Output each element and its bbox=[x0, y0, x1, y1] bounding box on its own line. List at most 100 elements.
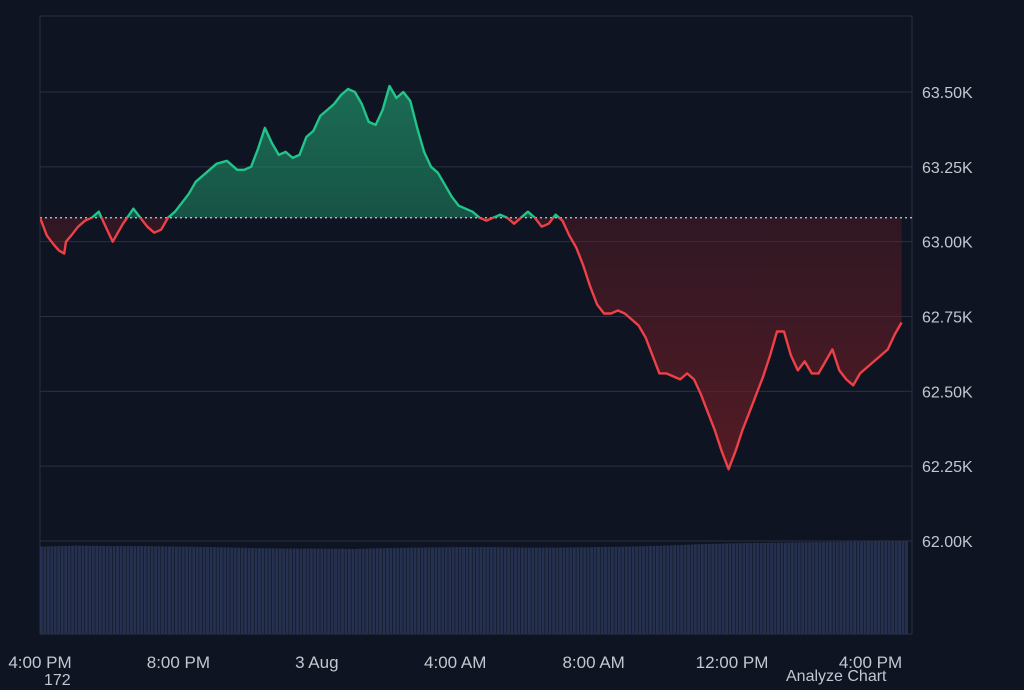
volume-bar bbox=[434, 547, 438, 634]
volume-bar bbox=[71, 545, 75, 634]
volume-bar bbox=[427, 547, 431, 634]
y-tick-label: 62.75K bbox=[922, 310, 973, 327]
volume-bar bbox=[520, 547, 524, 634]
volume-bar bbox=[756, 542, 760, 634]
volume-bar bbox=[316, 548, 320, 634]
volume-bar bbox=[219, 547, 223, 634]
volume-bar bbox=[64, 545, 68, 634]
volume-bar bbox=[351, 548, 355, 634]
volume-bar bbox=[53, 546, 57, 634]
volume-bar bbox=[673, 545, 677, 634]
x-tick-label: 4:00 PM bbox=[839, 653, 902, 672]
volume-bar bbox=[157, 546, 161, 634]
volume-bar bbox=[569, 547, 573, 634]
volume-bar bbox=[527, 547, 531, 634]
volume-bar bbox=[884, 541, 888, 634]
price-line-down bbox=[40, 217, 903, 471]
volume-bar bbox=[341, 548, 344, 634]
volume-bar bbox=[302, 548, 306, 634]
volume-bar bbox=[368, 548, 372, 634]
volume-bar bbox=[486, 547, 490, 634]
volume-bar bbox=[240, 547, 244, 634]
volume-bar bbox=[271, 548, 275, 634]
volume-bar bbox=[870, 541, 874, 634]
volume-bar bbox=[60, 546, 64, 634]
volume-bar bbox=[728, 543, 732, 634]
volume-bar bbox=[98, 545, 102, 634]
volume-bar bbox=[541, 547, 545, 634]
volume-bar bbox=[887, 541, 891, 634]
volume-bar bbox=[832, 541, 836, 634]
volume-bar bbox=[417, 547, 421, 634]
volume-bar bbox=[150, 546, 154, 634]
volume-bar bbox=[320, 548, 324, 634]
volume-bar bbox=[365, 548, 369, 634]
volume-bar bbox=[818, 542, 822, 634]
volume-bar bbox=[306, 548, 310, 634]
volume-bar bbox=[797, 542, 801, 634]
volume-bar bbox=[849, 541, 853, 634]
volume-bar bbox=[822, 542, 825, 634]
volume-bar bbox=[835, 541, 839, 634]
volume-bar bbox=[894, 541, 898, 634]
volume-bar bbox=[552, 547, 555, 634]
volume-bar bbox=[617, 546, 621, 634]
volume-bar bbox=[458, 547, 462, 634]
volume-bar bbox=[209, 547, 213, 634]
volume-bar bbox=[628, 546, 632, 634]
volume-bar bbox=[174, 546, 178, 634]
volume-bar bbox=[524, 547, 528, 634]
volume-bar bbox=[479, 547, 483, 634]
volume-bar bbox=[334, 548, 337, 634]
volume-bar bbox=[379, 548, 382, 634]
volume-bar bbox=[67, 545, 71, 634]
volume-bar bbox=[292, 548, 296, 634]
volume-bar bbox=[444, 547, 448, 634]
volume-bar bbox=[905, 540, 908, 634]
volume-bar bbox=[95, 545, 99, 634]
volume-bar bbox=[285, 548, 289, 634]
volume-bar bbox=[289, 548, 293, 634]
x-tick-label: 8:00 PM bbox=[147, 653, 210, 672]
volume-bar bbox=[462, 547, 466, 634]
volume-bar bbox=[344, 548, 348, 634]
volume-bar bbox=[358, 548, 362, 634]
volume-bar bbox=[607, 546, 611, 634]
area-above-baseline bbox=[40, 86, 902, 218]
volume-bar bbox=[81, 545, 85, 634]
volume-bar bbox=[109, 546, 113, 634]
volume-bar bbox=[396, 547, 400, 634]
volume-bar bbox=[237, 547, 241, 634]
volume-bar bbox=[354, 548, 358, 634]
volume-bar bbox=[50, 546, 54, 634]
volume-bar bbox=[451, 547, 455, 634]
volume-bar bbox=[690, 544, 694, 634]
volume-bar bbox=[84, 545, 88, 634]
volume-bar bbox=[199, 546, 203, 634]
volume-bar bbox=[268, 548, 272, 634]
volume-bar bbox=[313, 548, 317, 634]
volume-bar bbox=[804, 542, 808, 634]
volume-bar bbox=[455, 547, 459, 634]
volume-bar bbox=[431, 547, 434, 634]
analyze-chart-link[interactable]: Analyze Chart bbox=[786, 668, 887, 685]
volume-bar bbox=[496, 547, 500, 634]
volume-bar bbox=[57, 546, 61, 634]
volume-bar bbox=[534, 547, 538, 634]
volume-bar bbox=[437, 547, 441, 634]
volume-bar bbox=[493, 547, 497, 634]
volume-bar bbox=[624, 546, 628, 634]
volume-bar bbox=[482, 547, 486, 634]
y-tick-label: 63.50K bbox=[922, 85, 973, 102]
volume-bar bbox=[642, 546, 645, 634]
volume-bar bbox=[403, 547, 407, 634]
volume-bar bbox=[178, 546, 182, 634]
volume-bar bbox=[759, 542, 763, 634]
volume-bar bbox=[808, 542, 812, 634]
volume-bar bbox=[694, 544, 697, 634]
volume-bar bbox=[572, 547, 576, 634]
volume-bar bbox=[347, 548, 351, 634]
volume-bar bbox=[662, 545, 666, 634]
volume-bar bbox=[254, 548, 258, 634]
